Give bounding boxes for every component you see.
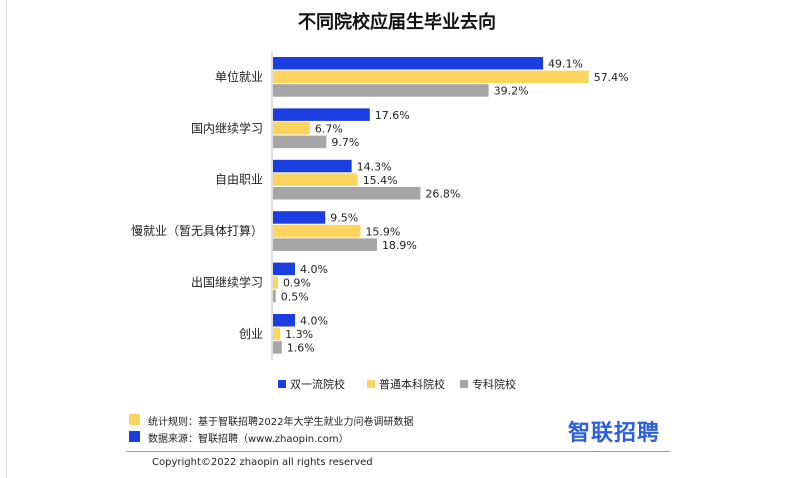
plot-area: 单位就业 49.1% 57.4% 39.2% 国内继续学习 17.6% 6.7%9.7% 自由… (131, 52, 629, 360)
data-label: 4.0% (300, 263, 328, 276)
data-label: 0.5% (281, 290, 309, 303)
data-label: 26.8% (425, 188, 460, 201)
data-label: 39.2% (494, 85, 529, 98)
bar (273, 262, 295, 276)
bar (273, 57, 544, 70)
stat-rule-swatch (129, 414, 140, 425)
data-label: 14.3% (357, 160, 392, 173)
data-label: 1.6% (287, 342, 315, 355)
data-label: 4.0% (300, 315, 328, 328)
bar (273, 238, 377, 251)
data-source-swatch (129, 431, 140, 442)
footer-divider (126, 451, 670, 452)
legend-label: 普通本科院校 (379, 377, 445, 391)
legend-label: 双一流院校 (290, 377, 345, 391)
bar (273, 84, 489, 97)
stat-rule-note: 统计规则：基于智联招聘2022年大学生就业力问卷调研数据 (148, 417, 414, 428)
chart-legend: 双一流院校 普通本科院校 专科院校 (278, 377, 516, 391)
bar (273, 70, 589, 84)
data-label: 0.9% (283, 277, 311, 290)
data-label: 15.4% (363, 174, 398, 187)
legend-swatch (367, 380, 375, 388)
data-source-note: 数据来源：智联招聘（www.zhaopin.com） (148, 434, 349, 445)
data-label: 18.9% (382, 239, 417, 252)
chart-title: 不同院校应届生毕业去向 (298, 12, 496, 33)
category-label: 单位就业 (215, 69, 263, 84)
data-label: 17.6% (375, 109, 410, 122)
data-label: 1.3% (285, 328, 313, 341)
legend-swatch (460, 380, 468, 388)
legend-label: 专科院校 (472, 377, 516, 391)
category-label: 出国继续学习 (191, 274, 263, 289)
page-left-border (6, 0, 7, 478)
data-label: 57.4% (594, 71, 629, 84)
legend-swatch (278, 380, 286, 388)
bar (273, 341, 282, 354)
bar (273, 224, 361, 238)
bar (273, 314, 295, 327)
data-label: 9.5% (330, 212, 358, 225)
category-label: 创业 (239, 327, 263, 341)
bar (273, 135, 327, 149)
data-label: 6.7% (315, 123, 343, 136)
data-label: 49.1% (548, 58, 583, 71)
bar (273, 187, 421, 200)
category-label: 慢就业（暂无具体打算） (131, 223, 263, 238)
bar (273, 108, 370, 121)
bar-chart: 单位就业 49.1% 57.4% 39.2% 国内继续学习 17.6% 6.7%9.7% 自由… (131, 52, 629, 391)
category-label: 自由职业 (215, 173, 263, 187)
data-label: 15.9% (365, 225, 400, 238)
bar (273, 159, 352, 173)
bar (273, 289, 276, 303)
bar (273, 211, 326, 224)
bar (273, 276, 278, 289)
category-label: 国内继续学习 (191, 120, 263, 135)
copyright-text: Copyright©2022 zhaopin all rights reserv… (152, 457, 373, 468)
bar (273, 173, 358, 186)
data-label: 9.7% (331, 136, 359, 149)
bar (273, 122, 310, 135)
bar (273, 327, 281, 341)
zhaopin-logo: 智联招聘 (568, 421, 661, 446)
